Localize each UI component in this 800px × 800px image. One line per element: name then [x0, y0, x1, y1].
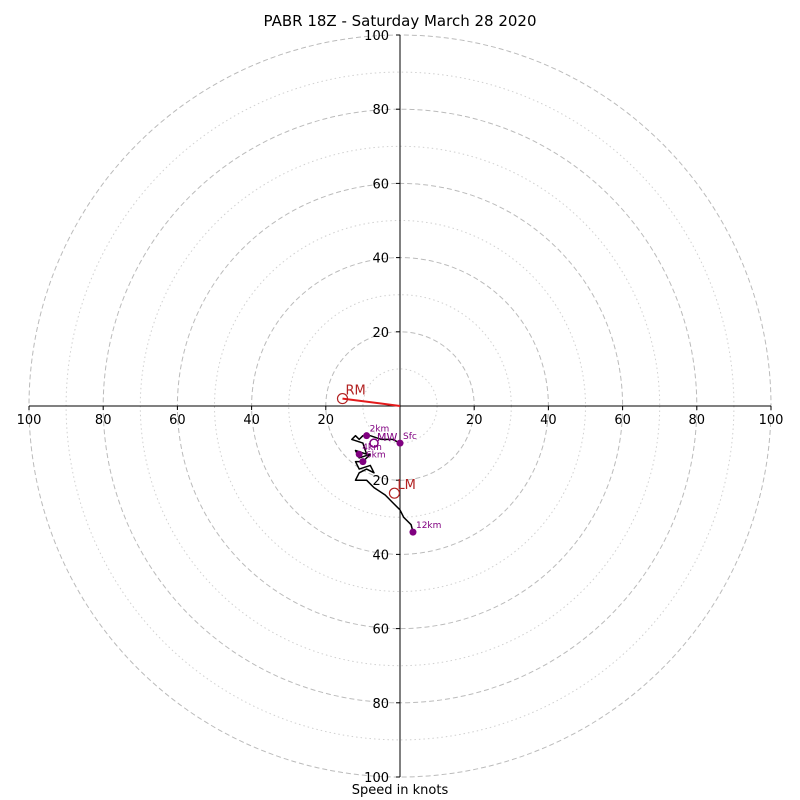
mean-wind-marker [369, 438, 379, 448]
y-tick-label: 80 [372, 103, 389, 118]
hodograph-trace [351, 434, 414, 533]
mean-wind-label: MW [377, 431, 397, 444]
level-label: 2km [370, 425, 390, 435]
y-tick-label: 80 [372, 697, 389, 712]
x-tick-label: 100 [17, 413, 42, 428]
level-marker [359, 458, 367, 466]
y-tick-label: 20 [372, 474, 389, 489]
storm-motion-marker [336, 392, 349, 405]
x-tick-label: 100 [759, 413, 784, 428]
y-tick-label: 40 [372, 548, 389, 563]
x-tick-label: 60 [169, 413, 186, 428]
y-tick-label: 60 [372, 177, 389, 192]
chart-title: PABR 18Z - Saturday March 28 2020 [263, 12, 537, 30]
level-marker [396, 439, 404, 447]
x-tick-label: 20 [466, 413, 483, 428]
level-marker [355, 450, 363, 458]
x-axis-label: Speed in knots [351, 783, 449, 798]
y-tick-label: 100 [364, 771, 389, 786]
x-tick-label: 80 [95, 413, 112, 428]
level-label: Sfc [403, 432, 417, 442]
y-tick-label: 20 [372, 326, 389, 341]
x-tick-label: 60 [614, 413, 631, 428]
y-tick-label: 100 [364, 29, 389, 44]
level-marker [363, 432, 371, 440]
storm-motion-label: RM [345, 384, 365, 399]
y-tick-label: 40 [372, 252, 389, 267]
storm-motion-vector [342, 397, 401, 407]
level-label: 12km [416, 521, 441, 531]
x-tick-label: 40 [243, 413, 260, 428]
y-tick-label: 60 [372, 623, 389, 638]
x-tick-label: 40 [540, 413, 557, 428]
level-label: 4km [362, 443, 382, 453]
x-tick-label: 80 [689, 413, 706, 428]
level-label: 6km [366, 451, 386, 461]
level-marker [409, 528, 417, 536]
storm-motion-marker [388, 487, 401, 499]
x-tick-label: 20 [318, 413, 335, 428]
storm-motion-label: LM [397, 478, 415, 493]
